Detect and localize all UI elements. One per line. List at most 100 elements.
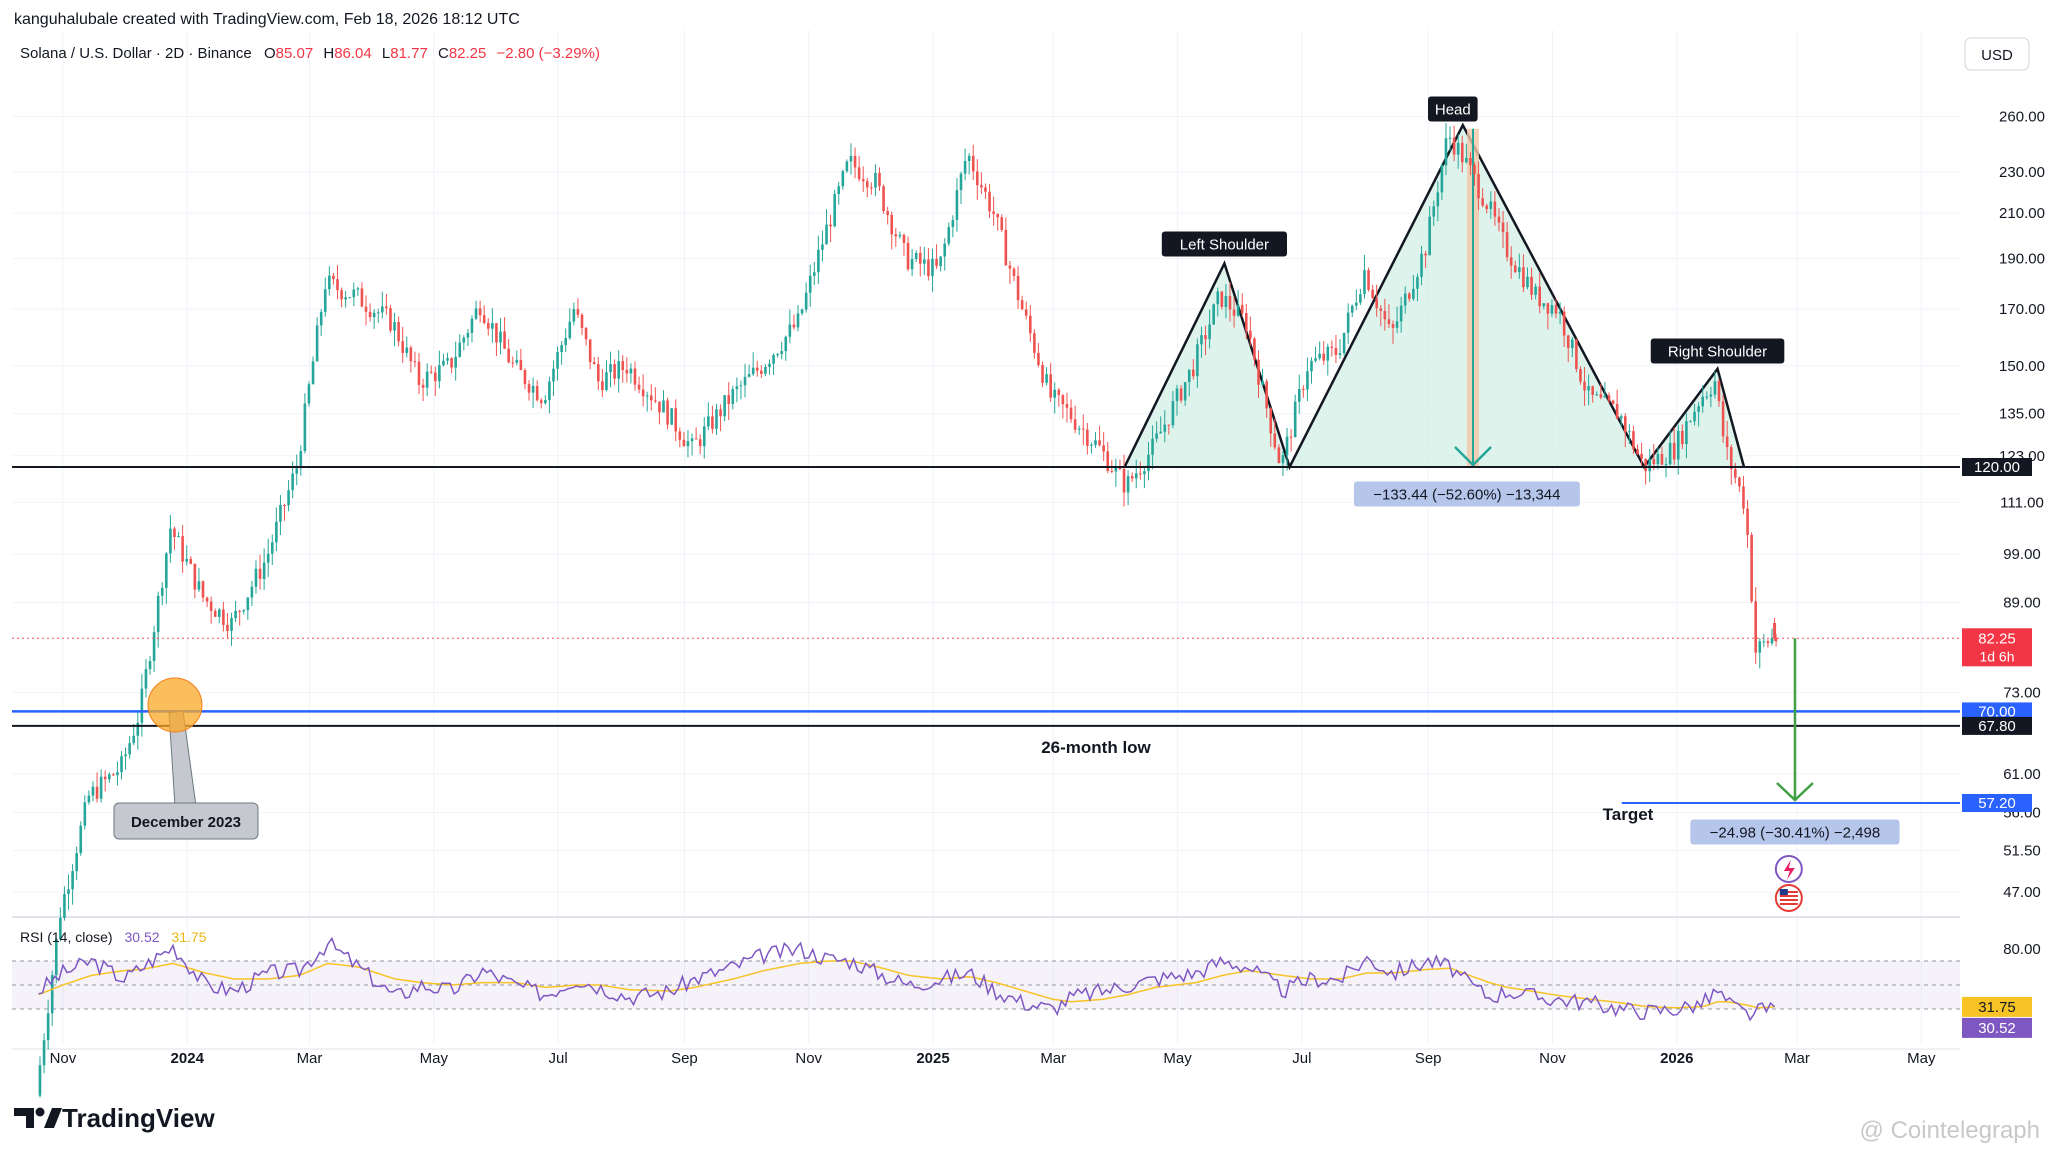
target-measure-label-box	[1690, 819, 1900, 845]
rsi-legend[interactable]: RSI (14, close) 30.52 31.75	[20, 929, 207, 945]
candle-body	[1094, 440, 1097, 445]
candle-body	[181, 536, 184, 562]
candle-body	[1583, 381, 1586, 391]
candle-body	[364, 306, 368, 312]
candle-body	[1269, 408, 1273, 434]
candle-body	[59, 917, 62, 939]
time-tick-label: Sep	[1415, 1050, 1442, 1067]
open-value: 85.07	[276, 45, 314, 62]
tv-logo-icon	[14, 1108, 34, 1128]
candle-body	[1008, 265, 1012, 269]
symbol-legend[interactable]: Solana / U.S. Dollar · 2D · Binance O85.…	[20, 45, 600, 62]
candle-body	[1310, 360, 1313, 372]
candle-body	[319, 311, 323, 326]
candle-body	[1530, 276, 1533, 295]
candle-body	[1326, 346, 1330, 361]
candle-body	[1493, 201, 1497, 217]
candle-body	[1522, 267, 1525, 288]
candle-body	[230, 617, 233, 631]
candle-body	[719, 409, 722, 417]
candle-body	[1399, 305, 1403, 322]
candle-body	[1407, 293, 1411, 299]
candle-body	[1355, 302, 1358, 306]
candle-body	[1338, 353, 1342, 355]
candle-body	[1501, 222, 1505, 233]
candle-body	[1045, 374, 1048, 383]
candle-body	[507, 348, 510, 363]
candle-body	[1200, 335, 1203, 345]
candle-body	[226, 624, 229, 631]
candle-body	[1412, 288, 1415, 299]
candle-body	[1526, 276, 1529, 288]
candle-body	[727, 395, 731, 405]
candle-body	[898, 234, 902, 237]
change-value: −2.80 (−3.29%)	[497, 45, 600, 62]
rsi-ma-line	[38, 960, 1775, 1009]
rsi-ma-badge: 31.75	[1978, 999, 2016, 1016]
candle-body	[980, 185, 983, 188]
candle-body	[548, 381, 551, 401]
candle-body	[1081, 428, 1085, 430]
candle-body	[1004, 229, 1008, 266]
candle-body	[442, 360, 445, 366]
candle-body	[503, 331, 506, 349]
candle-body	[401, 341, 404, 353]
level-70-label: 70.00	[1978, 703, 2016, 720]
candle-body	[1575, 339, 1578, 370]
candle-body	[287, 490, 290, 506]
time-tick-label: Mar	[1784, 1050, 1810, 1067]
candle-body	[674, 408, 678, 432]
candle-body	[865, 181, 869, 188]
price-tick-label: 61.00	[2003, 766, 2041, 783]
candle-body	[625, 369, 629, 374]
candle-body	[1318, 353, 1321, 359]
candle-body	[120, 756, 123, 773]
candle-body	[743, 376, 747, 386]
candle-body	[1473, 165, 1476, 175]
candle-body	[1672, 442, 1676, 460]
time-tick-label: Nov	[50, 1050, 77, 1067]
candle-body	[148, 661, 152, 670]
candle-body	[1754, 601, 1757, 653]
candle-body	[641, 389, 645, 397]
time-tick-label: May	[420, 1050, 449, 1067]
candle-body	[262, 562, 266, 579]
level-57-label: 57.20	[1978, 795, 2016, 812]
candle-body	[584, 327, 588, 340]
candle-body	[1395, 321, 1399, 328]
candle-body	[996, 213, 999, 218]
candle-body	[1591, 386, 1594, 395]
candle-body	[136, 722, 140, 736]
candle-body	[556, 352, 559, 369]
candle-body	[1721, 401, 1725, 437]
rsi-line	[38, 936, 1776, 1022]
candle-body	[511, 362, 515, 364]
head-measure-label: −133.44 (−52.60%) −13,344	[1373, 486, 1560, 503]
candle-body	[539, 400, 543, 404]
candle-body	[1183, 382, 1187, 401]
low-value: 81.77	[390, 45, 428, 62]
candle-body	[413, 361, 417, 363]
candle-body	[389, 308, 392, 331]
candle-body	[1595, 394, 1599, 396]
candle-body	[629, 368, 633, 374]
currency-button[interactable]: USD	[1964, 37, 2030, 71]
level-57-label-bg	[1962, 794, 2032, 812]
candle-body	[1249, 330, 1252, 339]
candle-body	[270, 542, 274, 554]
candle-body	[1350, 305, 1354, 313]
candle-body	[1224, 295, 1228, 308]
candle-body	[152, 632, 156, 662]
last-price-label: 82.25	[1978, 630, 2016, 647]
time-tick-label: Jul	[548, 1050, 567, 1067]
candle-body	[83, 802, 87, 826]
candle-body	[1346, 312, 1350, 333]
candle-body	[984, 187, 987, 192]
candle-body	[910, 259, 914, 270]
countdown-label: 1d 6h	[1979, 648, 2014, 664]
candle-body	[833, 194, 836, 227]
price-tick-label: 170.00	[1999, 301, 2045, 318]
candle-body	[425, 371, 429, 388]
